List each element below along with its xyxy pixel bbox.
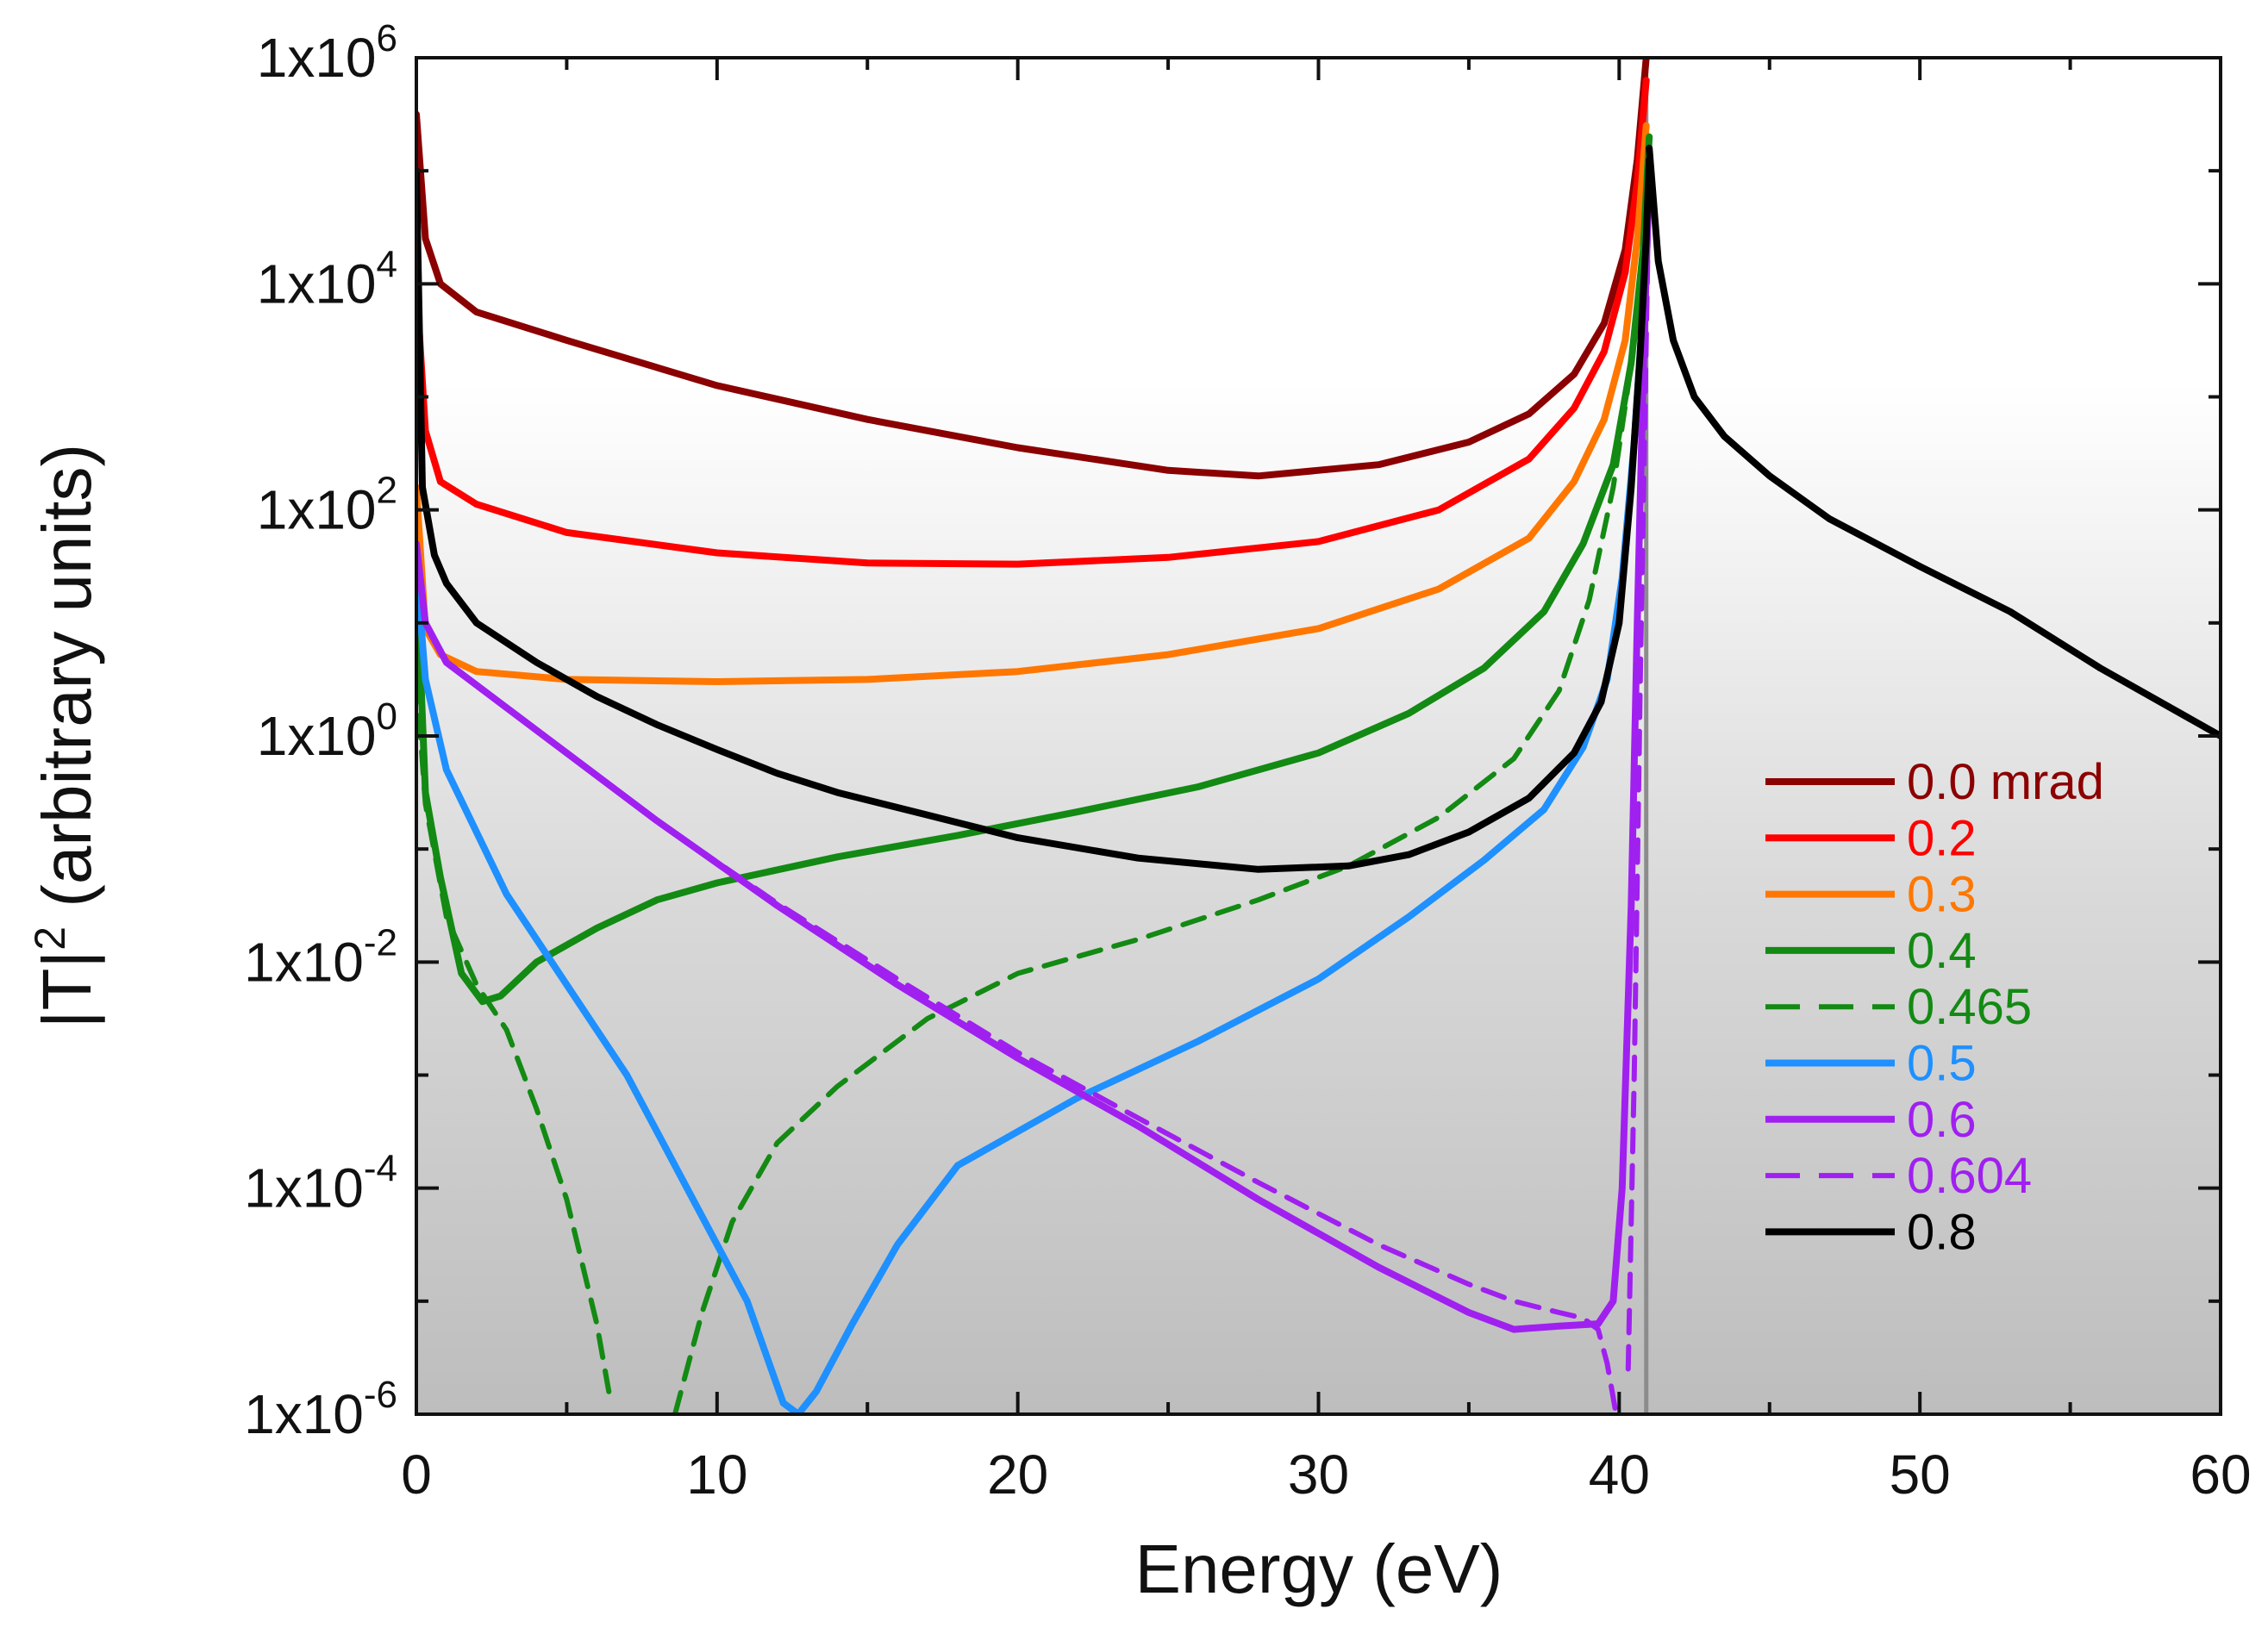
x-tick-label: 30 [1288, 1444, 1349, 1506]
y-tick-label: 1x100 [257, 695, 397, 767]
x-tick-label: 0 [401, 1444, 432, 1506]
series-line-0-4 [416, 133, 1653, 1006]
x-tick-label: 40 [1589, 1444, 1650, 1506]
y-tick-label: 1x10-6 [244, 1374, 397, 1445]
x-axis-title: Energy (eV) [1135, 1531, 1503, 1607]
legend-label: 0.465 [1907, 979, 2032, 1035]
y-axis-title-rest: (arbitrary units) [28, 444, 105, 926]
x-tick-label: 10 [686, 1444, 747, 1506]
series-line-0-2 [416, 77, 1650, 568]
legend-label: 0.8 [1907, 1204, 1977, 1260]
legend-label: 0.4 [1907, 923, 1977, 979]
x-tick-label: 60 [2190, 1444, 2251, 1506]
x-tick-label: 50 [1890, 1444, 1951, 1506]
legend-label: 0.3 [1907, 867, 1977, 923]
series-line-0-3 [416, 122, 1650, 685]
legend-label: 0.0 mrad [1907, 754, 2104, 810]
y-tick-label: 1x10-4 [244, 1148, 397, 1219]
ticks-layer: 0 10 20 30 40 50 60 1x106 1x104 1x102 1x100 1x10-2 1… [244, 17, 2252, 1506]
series-line-0-604 [416, 541, 1619, 1414]
y-tick-label: 1x102 [257, 470, 397, 541]
x-tick-label: 20 [987, 1444, 1048, 1506]
series-line-0-465 [416, 677, 612, 1394]
plot-background [416, 58, 2221, 1414]
y-axis-title-sup: 2 [26, 926, 74, 951]
series-layer [416, 58, 2221, 1414]
series-line-0-465-segment-2 [672, 134, 1653, 1414]
y-tick-label: 1x106 [257, 17, 397, 89]
legend-label: 0.5 [1907, 1036, 1977, 1092]
series-line-0-8 [416, 156, 1653, 873]
y-tick-label: 1x104 [257, 243, 397, 315]
series-line-0-0-mrad [416, 58, 1650, 480]
legend-label: 0.6 [1907, 1092, 1977, 1148]
series-line-common-tail [1646, 144, 2221, 739]
y-tick-label: 1x10-2 [244, 921, 397, 993]
legend-label: 0.604 [1907, 1148, 2032, 1204]
y-axis-title: |T|2 (arbitrary units) [26, 444, 105, 1028]
legend-label: 0.2 [1907, 810, 1977, 866]
y-axis-title-main: |T| [28, 951, 105, 1028]
